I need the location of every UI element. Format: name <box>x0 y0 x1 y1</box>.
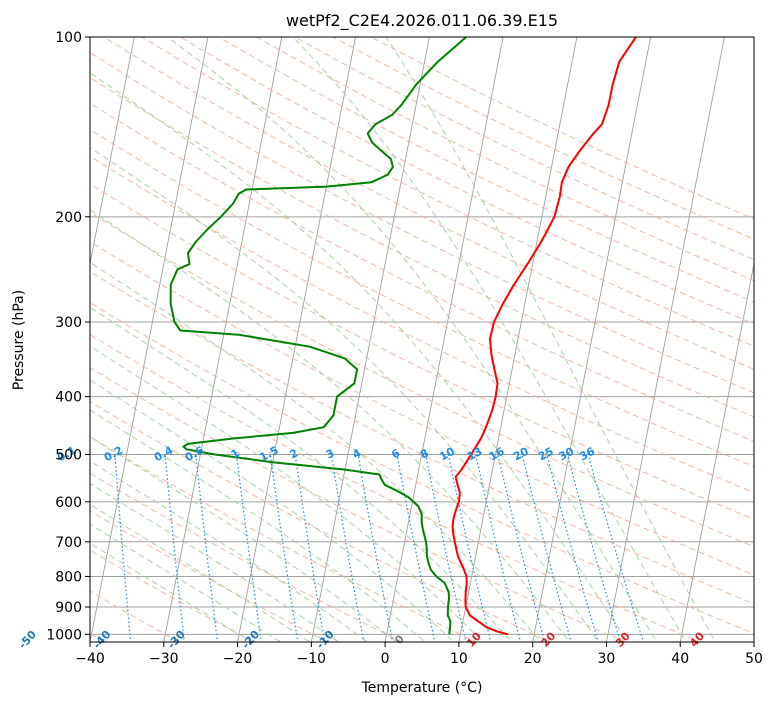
dry-adiabat-40 <box>90 333 702 642</box>
mixing-ratio-label-13: 13 <box>465 445 485 464</box>
mixing-ratio-line-3 <box>330 451 365 642</box>
x-axis-ticks: −40 −30 −20 −10 0 10 20 30 40 50 <box>75 642 763 667</box>
profile-lines <box>169 37 637 636</box>
y-tick-label-800: 800 <box>55 569 82 585</box>
x-tick-label-4: 0 <box>381 651 390 667</box>
dry-adiabat-10 <box>90 436 478 642</box>
dry-adiabat-130 <box>90 76 754 418</box>
profile-series-1 <box>169 37 467 635</box>
moist-adiabat-28 <box>90 146 600 642</box>
mixing-ratio-line-4 <box>357 451 394 642</box>
dry-adiabat-90 <box>90 183 754 520</box>
dry-adiabat-20 <box>90 400 553 642</box>
mixing-ratio-line-8 <box>424 451 467 642</box>
isotherm-20 <box>532 37 652 642</box>
y-axis-label: Pressure (hPa) <box>11 290 27 390</box>
mixing-ratio-line-6 <box>395 451 436 642</box>
chart-title: wetPf2_C2E4.2026.011.06.39.E15 <box>286 11 558 31</box>
mixing-ratio-line-30 <box>566 451 622 642</box>
dry-adiabat-80 <box>90 211 754 548</box>
mixing-ratio-line-36 <box>586 451 645 642</box>
y-tick-label-100: 100 <box>55 30 82 46</box>
x-tick-label-5: 10 <box>450 651 468 667</box>
x-tick-label-9: 50 <box>745 651 763 667</box>
x-tick-label-7: 30 <box>598 651 616 667</box>
dry-adiabat-0 <box>90 472 404 642</box>
moist-adiabat-24 <box>90 209 571 642</box>
isotherm-0 <box>384 37 504 642</box>
moist-adiabat-40 <box>292 37 687 642</box>
dry-adiabat-label--50: -50 <box>16 628 39 652</box>
mixing-ratio-label-36: 36 <box>577 445 597 464</box>
dry-adiabat-180 <box>218 37 754 303</box>
dry-adiabat-30 <box>90 366 627 642</box>
dry-adiabat--30 <box>90 590 181 642</box>
isotherm--50 <box>90 37 135 267</box>
dry-adiabat-50 <box>90 302 754 635</box>
mixing-ratio-line-0.2 <box>114 451 132 642</box>
y-tick-label-1000: 1000 <box>46 627 82 643</box>
x-axis-label: Temperature (°C) <box>361 680 483 696</box>
mixing-ratio-line-1 <box>235 451 262 642</box>
mixing-ratio-label-10: 10 <box>437 445 457 464</box>
isotherm-10 <box>458 37 578 642</box>
mixing-ratio-line-2 <box>294 451 326 642</box>
x-tick-label-3: −10 <box>297 651 327 667</box>
mixing-ratio-label-30: 30 <box>557 445 577 464</box>
moist-adiabat-12 <box>90 345 484 642</box>
moist-adiabat--4 <box>90 460 369 642</box>
dry-adiabat-120 <box>90 102 754 443</box>
y-tick-label-400: 400 <box>55 390 82 406</box>
moist-adiabat--8 <box>90 482 340 642</box>
moist-adiabat-32 <box>90 72 629 642</box>
moist-adiabat-8 <box>90 379 455 642</box>
mixing-ratio-label-25: 25 <box>536 445 556 464</box>
mixing-ratio-line-25 <box>545 451 599 642</box>
moist-adiabat-44 <box>385 37 717 642</box>
mixing-ratio-line-16 <box>496 451 546 642</box>
isotherm--60 <box>0 37 60 642</box>
mixing-ratio-label-20: 20 <box>511 445 531 464</box>
dry-adiabat-160 <box>141 37 754 347</box>
isotherm-30 <box>606 37 725 642</box>
isotherm-40 <box>679 261 754 642</box>
mixing-ratio-line-20 <box>520 451 572 642</box>
moist-adiabat-36 <box>166 37 658 642</box>
moist-adiabat--20 <box>90 542 253 642</box>
x-tick-label-2: −20 <box>223 651 253 667</box>
plot-background <box>90 37 754 642</box>
y-tick-label-600: 600 <box>55 495 82 511</box>
y-axis-ticks: 100 200 300 400 500 600 700 800 900 1000 <box>46 30 90 643</box>
moist-adiabat-20 <box>90 261 542 642</box>
x-tick-label-0: −40 <box>75 651 105 667</box>
background-lines <box>0 37 754 642</box>
mixing-ratio-line-10 <box>447 451 492 642</box>
y-tick-label-200: 200 <box>55 210 82 226</box>
x-tick-label-8: 40 <box>671 651 689 667</box>
mixing-ratio-line-13 <box>474 451 522 642</box>
moist-adiabat-16 <box>90 306 513 642</box>
profile-series-0 <box>451 37 637 636</box>
isotherm--10 <box>310 37 430 642</box>
x-tick-label-6: 20 <box>524 651 542 667</box>
y-tick-label-500: 500 <box>55 448 82 464</box>
dry-adiabat--10 <box>90 510 329 642</box>
moist-adiabat-0 <box>90 436 398 642</box>
dry-adiabat-150 <box>103 37 754 370</box>
y-tick-label-700: 700 <box>55 535 82 551</box>
y-tick-label-300: 300 <box>55 315 82 331</box>
mixing-ratio-label-16: 16 <box>487 445 507 464</box>
mixing-ratio-line-1.5 <box>269 451 299 642</box>
x-tick-label-1: −30 <box>149 651 179 667</box>
y-tick-label-900: 900 <box>55 600 82 616</box>
plot-frame <box>89 36 755 643</box>
moist-adiabat-4 <box>90 409 426 642</box>
isotherm-50 <box>753 639 754 642</box>
isotherm--20 <box>237 37 356 642</box>
mixing-ratio-line-0.6 <box>195 451 219 642</box>
mixing-ratio-line-0.4 <box>164 451 185 642</box>
